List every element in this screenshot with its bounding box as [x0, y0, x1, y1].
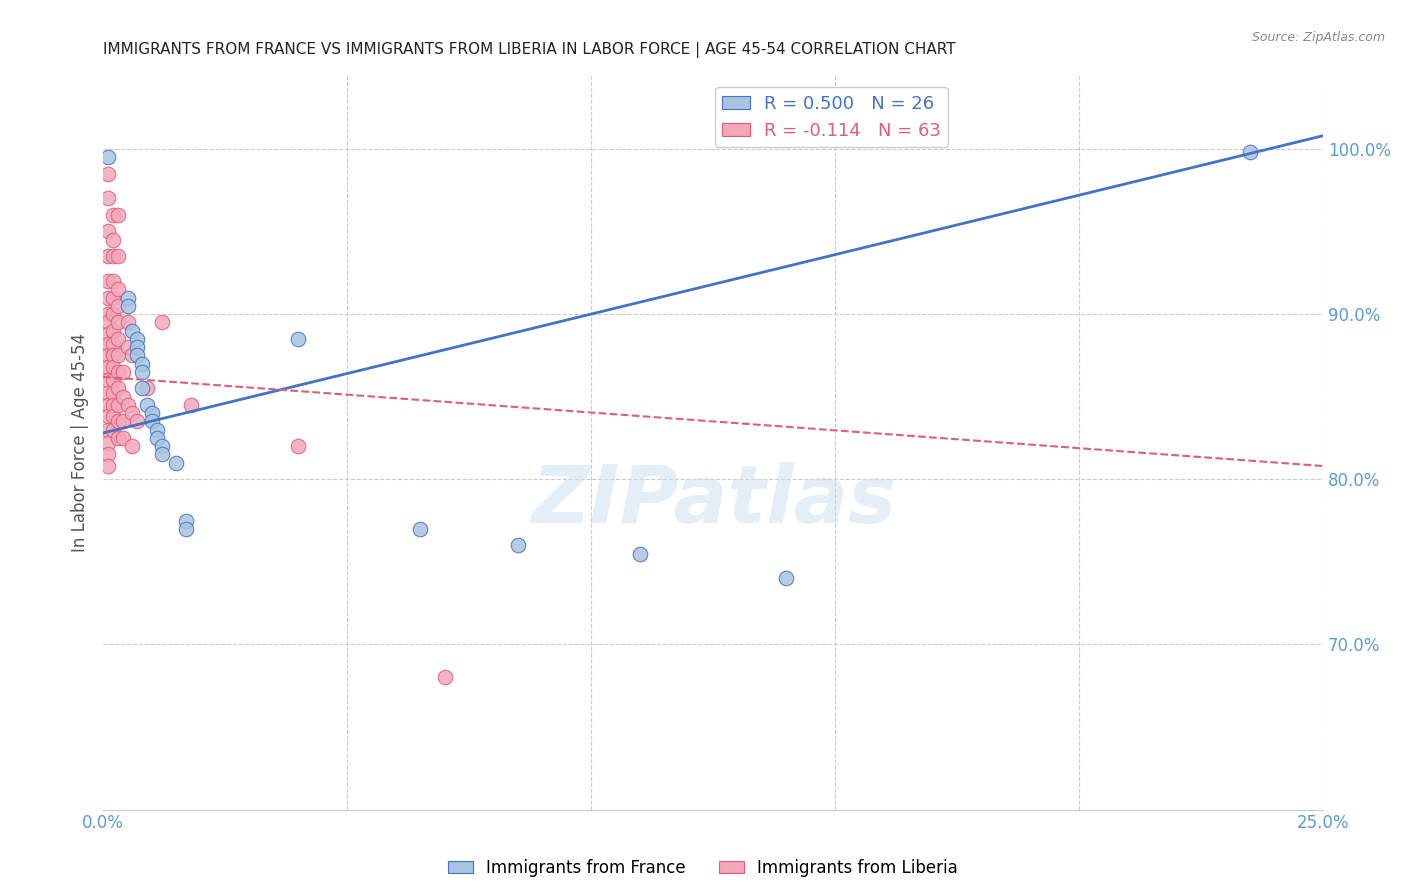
Point — [121, 406, 143, 420]
Point — [101, 336, 124, 351]
Point — [101, 386, 124, 401]
Point — [150, 315, 173, 329]
Point — [180, 398, 202, 412]
Point — [97, 249, 120, 263]
Point — [127, 414, 149, 428]
Point — [121, 348, 143, 362]
Point — [101, 274, 124, 288]
Point — [107, 381, 129, 395]
Point — [101, 208, 124, 222]
Point — [141, 406, 163, 420]
Point — [121, 324, 143, 338]
Point — [628, 547, 651, 561]
Text: IMMIGRANTS FROM FRANCE VS IMMIGRANTS FROM LIBERIA IN LABOR FORCE | AGE 45-54 COR: IMMIGRANTS FROM FRANCE VS IMMIGRANTS FRO… — [103, 42, 956, 58]
Point — [287, 439, 309, 453]
Point — [174, 514, 197, 528]
Point — [127, 348, 149, 362]
Y-axis label: In Labor Force | Age 45-54: In Labor Force | Age 45-54 — [72, 333, 89, 551]
Point — [174, 522, 197, 536]
Point — [101, 324, 124, 338]
Point — [97, 225, 120, 239]
Point — [111, 390, 134, 404]
Point — [101, 359, 124, 374]
Point — [136, 398, 159, 412]
Point — [409, 522, 432, 536]
Point — [101, 249, 124, 263]
Point — [165, 456, 187, 470]
Point — [97, 373, 120, 387]
Point — [97, 307, 120, 321]
Point — [127, 340, 149, 354]
Point — [111, 431, 134, 445]
Point — [107, 414, 129, 428]
Point — [97, 447, 120, 461]
Text: ZIPatlas: ZIPatlas — [530, 462, 896, 540]
Point — [121, 439, 143, 453]
Point — [97, 315, 120, 329]
Point — [97, 436, 120, 450]
Point — [97, 291, 120, 305]
Point — [150, 439, 173, 453]
Point — [111, 414, 134, 428]
Point — [1239, 145, 1261, 160]
Point — [101, 409, 124, 424]
Point — [506, 538, 529, 552]
Point — [107, 365, 129, 379]
Point — [101, 233, 124, 247]
Point — [97, 348, 120, 362]
Point — [433, 670, 456, 684]
Point — [107, 431, 129, 445]
Point — [127, 332, 149, 346]
Point — [101, 423, 124, 437]
Point — [141, 414, 163, 428]
Text: Source: ZipAtlas.com: Source: ZipAtlas.com — [1251, 31, 1385, 45]
Point — [97, 398, 120, 412]
Point — [107, 348, 129, 362]
Point — [287, 332, 309, 346]
Point — [775, 571, 797, 585]
Point — [117, 299, 139, 313]
Point — [97, 150, 120, 164]
Point — [97, 191, 120, 205]
Point — [107, 282, 129, 296]
Point — [136, 381, 159, 395]
Point — [101, 373, 124, 387]
Legend: Immigrants from France, Immigrants from Liberia: Immigrants from France, Immigrants from … — [441, 853, 965, 884]
Point — [131, 365, 153, 379]
Point — [101, 291, 124, 305]
Point — [97, 386, 120, 401]
Point — [107, 299, 129, 313]
Point — [97, 359, 120, 374]
Point — [101, 398, 124, 412]
Point — [97, 409, 120, 424]
Point — [146, 431, 169, 445]
Point — [131, 381, 153, 395]
Point — [107, 398, 129, 412]
Point — [97, 423, 120, 437]
Point — [101, 307, 124, 321]
Point — [117, 315, 139, 329]
Point — [97, 336, 120, 351]
Point — [107, 208, 129, 222]
Point — [107, 315, 129, 329]
Point — [117, 398, 139, 412]
Point — [97, 167, 120, 181]
Point — [107, 249, 129, 263]
Point — [150, 447, 173, 461]
Point — [111, 365, 134, 379]
Legend: R = 0.500   N = 26, R = -0.114   N = 63: R = 0.500 N = 26, R = -0.114 N = 63 — [716, 87, 948, 147]
Point — [97, 274, 120, 288]
Point — [107, 332, 129, 346]
Point — [131, 357, 153, 371]
Point — [97, 458, 120, 473]
Point — [117, 291, 139, 305]
Point — [101, 348, 124, 362]
Point — [146, 423, 169, 437]
Point — [97, 326, 120, 341]
Point — [117, 340, 139, 354]
